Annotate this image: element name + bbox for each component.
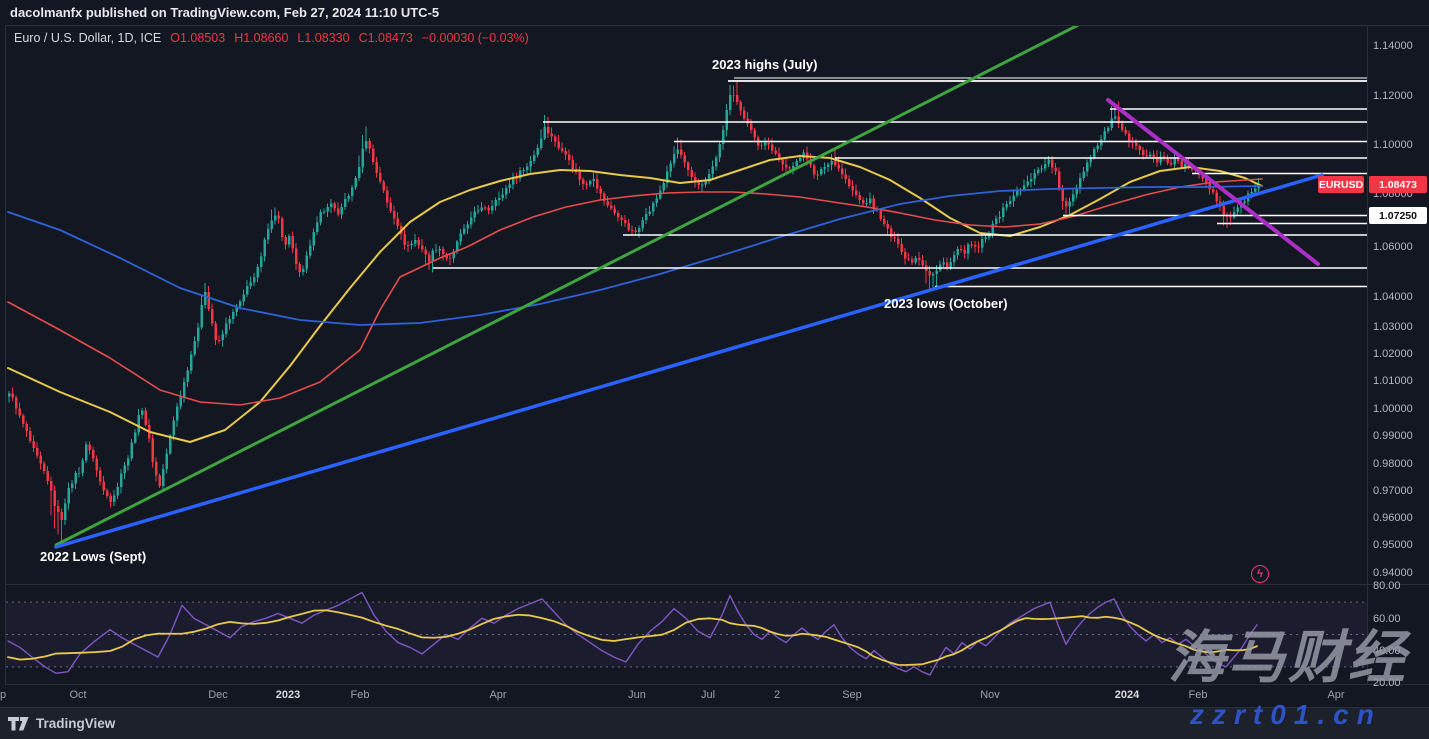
annotation-2023-highs: 2023 highs (July) (712, 57, 818, 72)
time-tick-label: 2 (773, 689, 781, 701)
symbol-title: Euro / U.S. Dollar, 1D, ICE (14, 31, 162, 45)
price-tick-label: 1.04000 (1373, 291, 1413, 303)
time-tick-label: p (0, 689, 7, 701)
time-tick-label: Feb (350, 689, 370, 701)
watermark-site-url: zzrt01.cn (1190, 699, 1382, 730)
price-tick-label: 1.00000 (1373, 402, 1413, 415)
time-tick-label: Sep (842, 689, 862, 701)
purple-downtrend-line[interactable] (1106, 98, 1320, 266)
time-tick-label: Nov (980, 689, 1000, 701)
ohlc-change: −0.00030 (−0.03%) (421, 31, 529, 45)
time-tick-label: 2023 (275, 689, 301, 701)
level-price-badge: 1.07250 (1369, 207, 1427, 224)
tradingview-logo-icon (8, 716, 29, 730)
time-tick-label: Dec (208, 689, 228, 701)
footer-bar: TradingView (0, 708, 1429, 739)
time-tick-label: Jun (628, 689, 646, 701)
ohlc-open: O1.08503 (170, 31, 226, 45)
price-tick-label: 1.12000 (1373, 90, 1413, 102)
green-uptrend-line[interactable] (54, 18, 1092, 547)
ohlc-low: L1.08330 (297, 31, 350, 45)
publish-flash-icon[interactable]: ϟ (1251, 565, 1269, 583)
time-tick-label: Jul (700, 689, 716, 701)
last-price-symbol-chip: EURUSD (1318, 176, 1364, 193)
price-tick-label: 0.96000 (1373, 512, 1413, 524)
last-price-badge: 1.08473 (1369, 176, 1427, 193)
time-tick-label: Apr (1327, 689, 1345, 701)
price-tick-label: 1.14000 (1373, 40, 1413, 52)
annotation-2022-lows: 2022 Lows (Sept) (40, 549, 147, 564)
symbol-legend[interactable]: Euro / U.S. Dollar, 1D, ICE O1.08503 H1.… (14, 31, 529, 45)
tradingview-brand-label: TradingView (36, 716, 116, 731)
watermark-chinese: 海马财经 (1168, 626, 1408, 690)
published-header: dacolmanfx published on TradingView.com,… (10, 5, 440, 20)
price-tick-label: 1.10000 (1373, 139, 1413, 151)
price-tick-label: 0.95000 (1373, 539, 1413, 551)
rsi-tick-label: 40.00 (1373, 645, 1401, 657)
time-tick-label: Oct (69, 689, 87, 701)
price-tick-label: 1.02000 (1373, 348, 1413, 360)
rsi-tick-label: 20.00 (1373, 677, 1401, 689)
time-tick-label: Feb (1188, 689, 1208, 701)
tradingview-brand[interactable]: TradingView (8, 716, 115, 731)
blue-uptrend-line[interactable] (54, 173, 1324, 549)
rsi-tick-label: 60.00 (1373, 612, 1401, 625)
annotation-2023-lows: 2023 lows (October) (884, 296, 1008, 311)
price-tick-label: 0.94000 (1373, 567, 1413, 579)
price-tick-label: 0.97000 (1373, 485, 1413, 497)
ohlc-high: H1.08660 (234, 31, 289, 45)
time-tick-label: Apr (489, 689, 507, 701)
price-tick-label: 0.98000 (1373, 457, 1413, 470)
ohlc-close: C1.08473 (358, 31, 413, 45)
price-tick-label: 0.99000 (1373, 430, 1413, 442)
price-tick-label: 1.06000 (1373, 241, 1413, 253)
price-tick-label: 1.03000 (1373, 321, 1413, 333)
price-tick-label: 1.01000 (1373, 375, 1413, 387)
time-tick-label: 2024 (1114, 689, 1140, 701)
rsi-tick-label: 80.00 (1373, 580, 1401, 592)
